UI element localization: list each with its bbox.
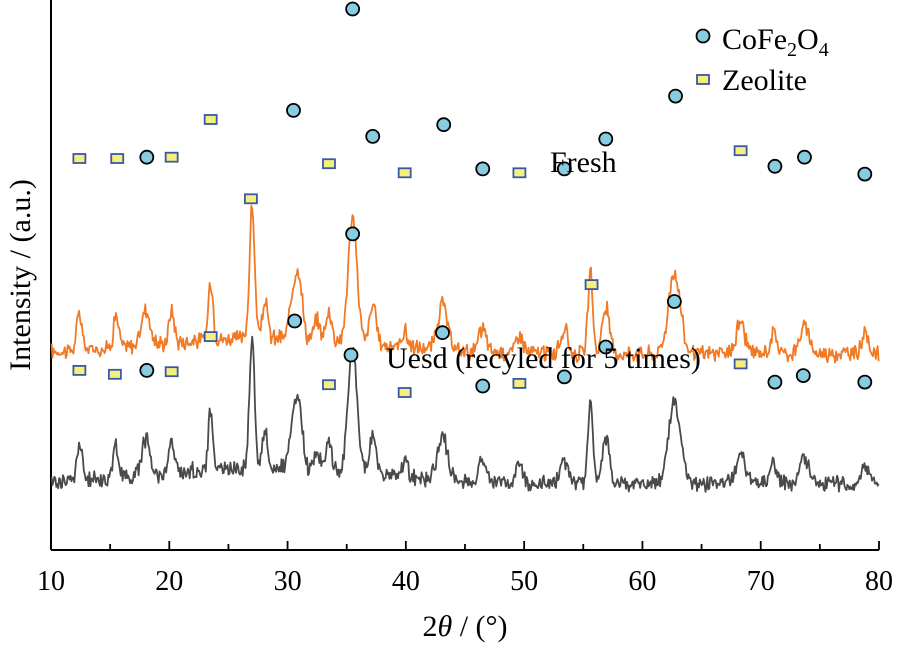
y-axis-title: Intensity / (a.u.) — [4, 179, 37, 371]
legend-label-cofe2o4: CoFe2O4 — [722, 23, 829, 61]
zeolite-peak-marker — [512, 377, 527, 389]
x-tick-label: 80 — [865, 566, 893, 597]
zeolite-peak-marker — [72, 364, 87, 376]
cofe2o4-peak-marker — [345, 226, 361, 242]
zeolite-peak-marker — [397, 167, 412, 179]
series-label-fresh: Fresh — [550, 146, 617, 179]
x-tick-label: 70 — [747, 566, 775, 597]
x-tick-label: 20 — [155, 566, 183, 597]
zeolite-peak-marker — [733, 145, 748, 157]
legend-circle-icon — [695, 28, 711, 44]
series-line-used — [50, 335, 880, 493]
cofe2o4-peak-marker — [475, 161, 491, 177]
zeolite-peak-marker — [164, 151, 179, 163]
series-layer — [50, 204, 880, 493]
cofe2o4-peak-marker — [795, 368, 811, 384]
zeolite-peak-marker — [203, 114, 218, 125]
zeolite-peak-marker — [203, 331, 218, 343]
cofe2o4-peak-marker — [556, 161, 572, 177]
cofe2o4-peak-marker — [475, 378, 491, 394]
cofe2o4-peak-marker — [767, 158, 783, 174]
cofe2o4-peak-marker — [767, 374, 783, 390]
zeolite-peak-marker — [244, 193, 258, 205]
zeolite-peak-marker — [322, 158, 336, 170]
cofe2o4-peak-marker — [598, 339, 614, 355]
plot-area: 10 20 30 40 50 60 70 80 — [37, 0, 893, 597]
cofe2o4-peak-marker — [598, 131, 614, 147]
zeolite-peak-marker — [107, 368, 122, 380]
cofe2o4-peak-marker — [857, 166, 873, 182]
cofe2o4-peak-marker — [365, 128, 381, 144]
x-tick-label: 50 — [510, 566, 538, 597]
cofe2o4-peak-marker — [139, 362, 155, 378]
cofe2o4-peak-marker — [345, 1, 361, 17]
cofe2o4-peak-marker — [436, 117, 452, 133]
zeolite-peak-marker — [164, 366, 179, 378]
legend: CoFe2O4 Zeolite — [695, 23, 829, 97]
cofe2o4-peak-marker — [286, 103, 301, 118]
cofe2o4-peak-marker — [668, 88, 683, 104]
x-tick-label: 40 — [392, 566, 420, 597]
zeolite-peak-marker — [322, 379, 336, 391]
cofe2o4-peak-marker — [857, 374, 873, 390]
legend-square-icon — [696, 74, 710, 85]
zeolite-peak-marker — [733, 358, 748, 370]
zeolite-peak-marker — [512, 167, 527, 179]
zeolite-peak-marker — [72, 153, 87, 164]
legend-label-zeolite: Zeolite — [722, 64, 807, 97]
series-label-used: Uesd (recyled for 5 times) — [386, 342, 701, 375]
x-ticks: 10 20 30 40 50 60 70 80 — [37, 541, 893, 597]
cofe2o4-peak-marker — [797, 149, 812, 165]
used-label-circle-icon — [343, 347, 359, 363]
cofe2o4-peak-marker — [435, 325, 450, 341]
x-tick-label: 60 — [628, 566, 656, 597]
series-line-fresh — [50, 204, 880, 364]
cofe2o4-peak-marker — [139, 149, 155, 165]
x-tick-label: 30 — [274, 566, 302, 597]
zeolite-peak-marker — [584, 279, 599, 291]
series-labels: Fresh Uesd (recyled for 5 times) — [343, 146, 701, 375]
zeolite-peak-marker — [110, 153, 125, 164]
cofe2o4-peak-marker — [287, 313, 303, 329]
x-axis-title: 2θ / (°) — [422, 610, 507, 643]
cofe2o4-peak-marker — [556, 369, 572, 385]
marker-layer — [72, 1, 873, 398]
zeolite-peak-marker — [397, 387, 412, 398]
cofe2o4-peak-marker — [666, 294, 682, 309]
x-tick-label: 10 — [37, 566, 65, 597]
